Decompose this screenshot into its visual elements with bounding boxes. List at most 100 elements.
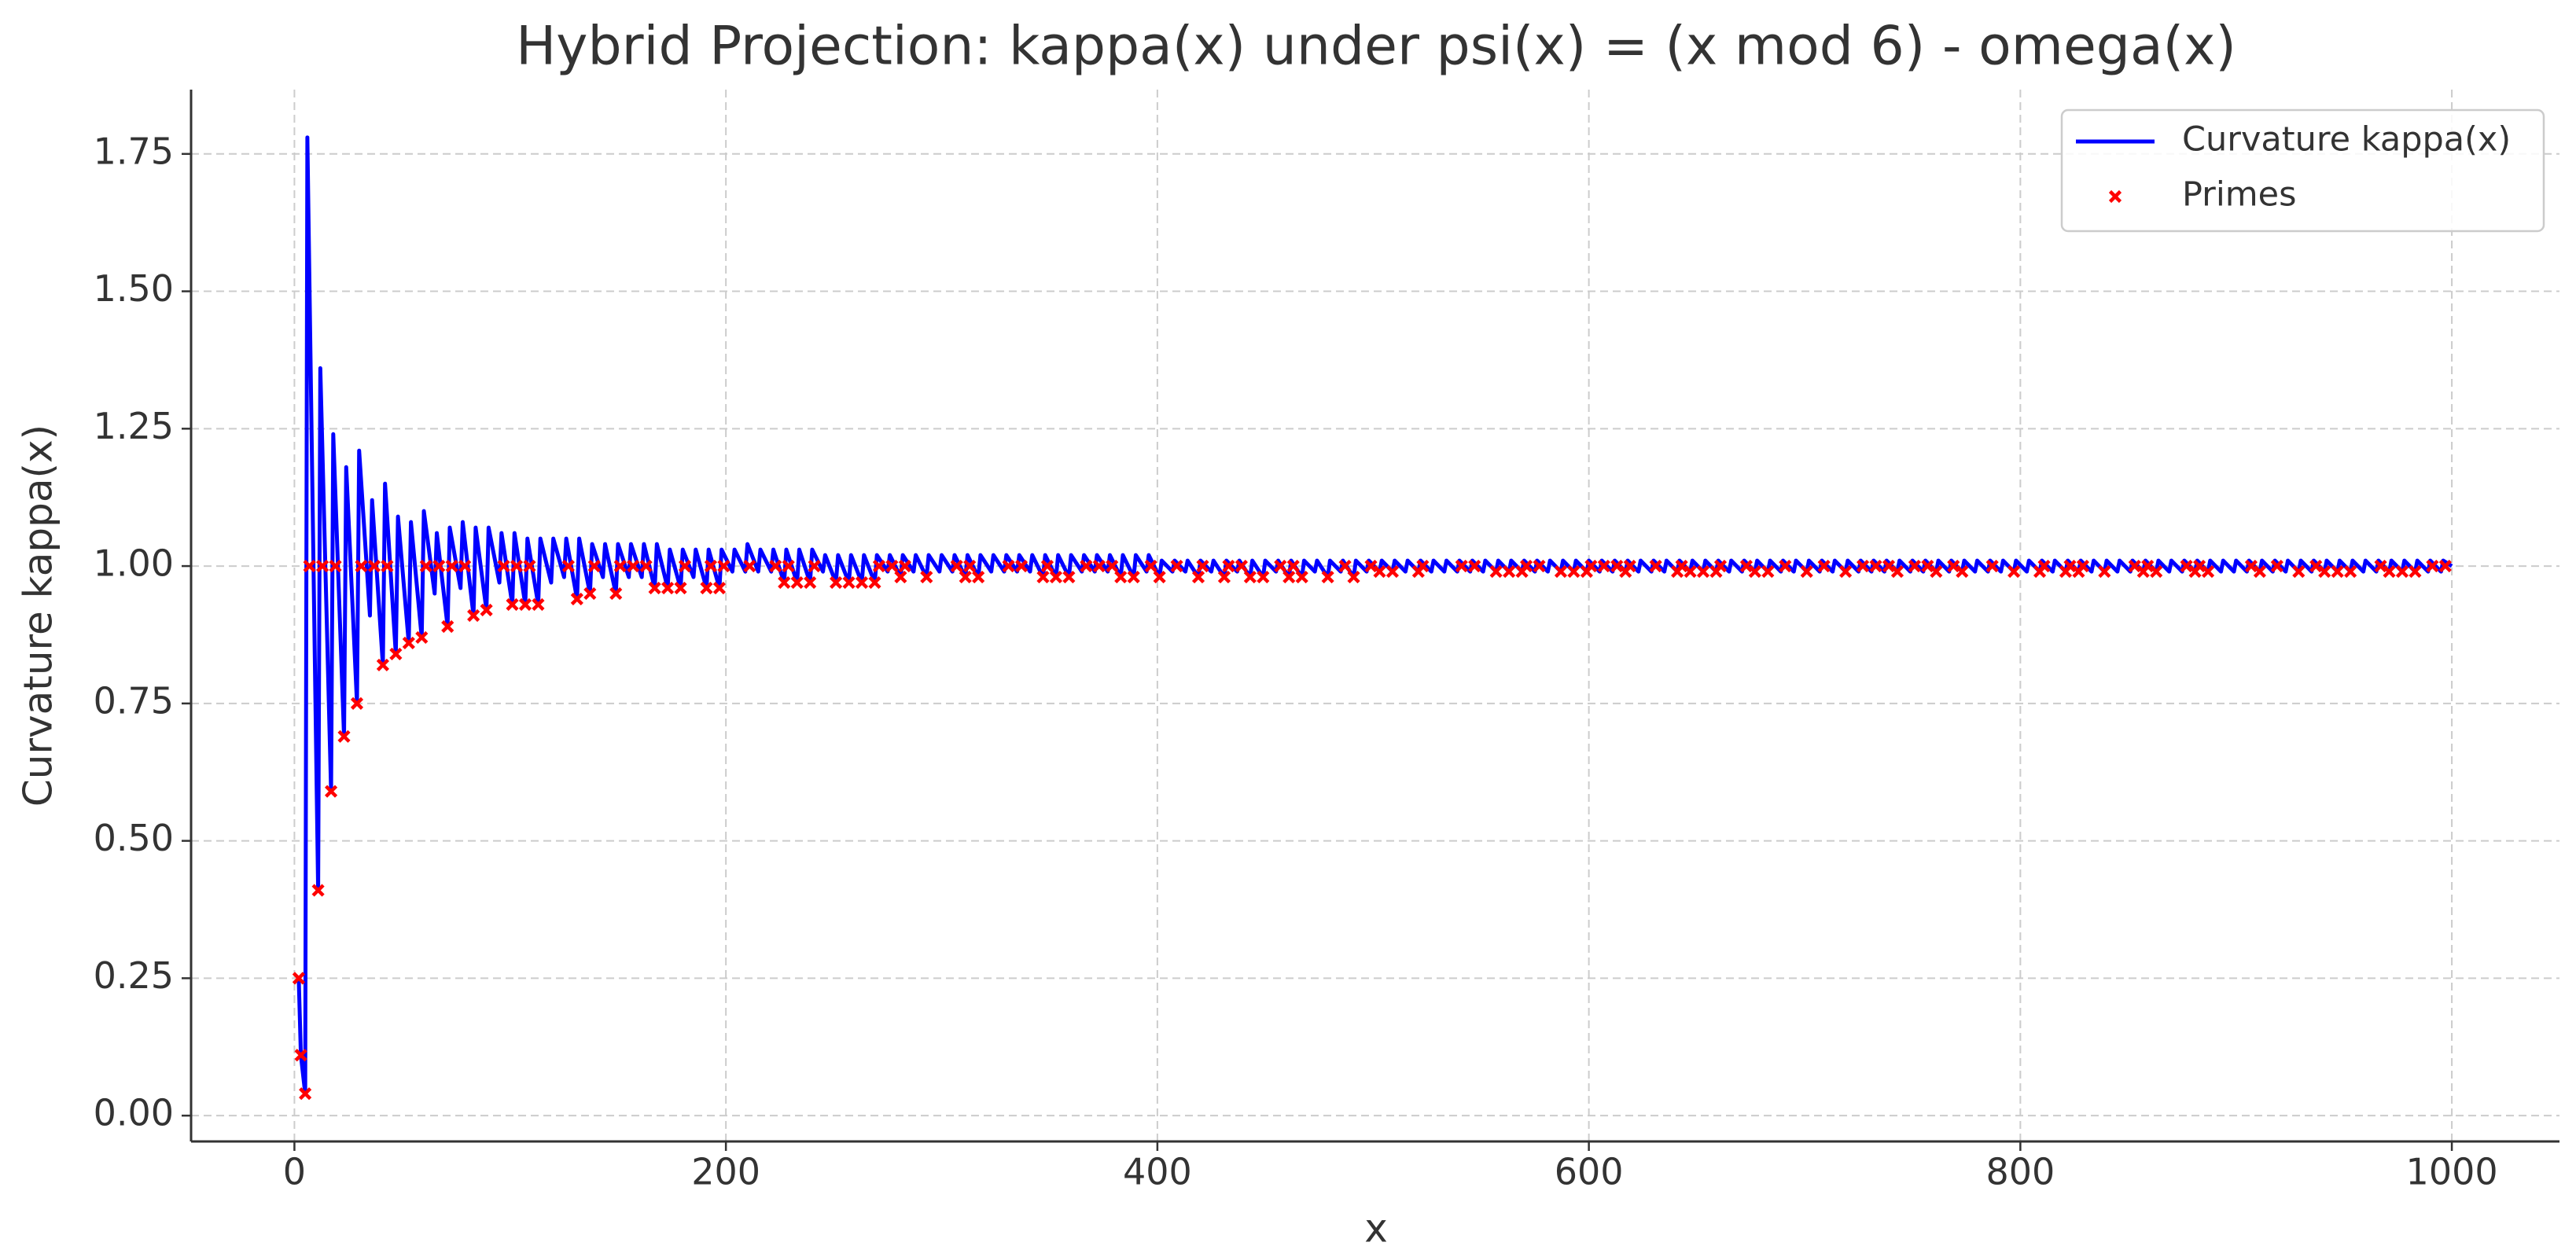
prime-marker [1386,564,1400,579]
prime-marker [648,581,661,595]
prime-marker [1127,570,1140,584]
prime-marker [329,559,342,573]
prime-marker [1908,559,1922,573]
prime-marker [570,592,583,606]
prime-marker [829,575,843,590]
prime-marker [1675,559,1688,573]
prime-marker [1321,570,1334,584]
prime-marker [661,581,675,595]
prime-marker [1623,559,1636,573]
prime-marker [2128,559,2141,573]
prime-marker [355,559,368,573]
prime-marker [1416,559,1430,573]
prime-marker [2409,564,2422,579]
prime-marker [700,581,713,595]
prime-marker [1567,564,1581,579]
x-tick-label: 400 [1123,1151,1192,1193]
prime-marker [510,559,524,573]
prime-marker [1295,570,1308,584]
prime-marker [2438,559,2452,573]
prime-marker [674,581,687,595]
prime-marker [2192,559,2206,573]
y-tick-label: 0.50 [94,817,174,859]
prime-marker [1144,559,1157,573]
prime-marker [1947,559,1960,573]
prime-marker [1364,559,1378,573]
prime-marker [1713,559,1728,573]
legend-label: Primes [2182,175,2297,215]
prime-marker [2292,564,2306,579]
prime-marker [583,586,597,601]
prime-marker [2270,559,2283,573]
prime-marker [2395,564,2409,579]
prime-marker [432,559,446,573]
prime-marker [1930,564,1943,579]
prime-marker [1817,559,1831,573]
prime-marker [1036,570,1050,584]
prime-marker [1503,564,1516,579]
prime-marker [1286,559,1300,573]
prime-marker [790,575,804,590]
prime-marker [1882,559,1896,573]
prime-marker [2383,564,2396,579]
legend-label: Curvature kappa(x) [2182,120,2511,160]
prime-marker [808,559,821,573]
prime-marker [1519,559,1533,573]
prime-marker [1106,559,1119,573]
prime-marker [467,608,480,623]
prime-marker [497,559,510,573]
prime-marker [2201,564,2215,579]
x-axis-label: x [1364,1206,1388,1246]
x-tick-label: 800 [1985,1151,2055,1193]
prime-marker [2331,564,2344,579]
prime-marker [337,730,351,743]
prime-marker [782,559,795,573]
prime-marker [1282,570,1296,584]
prime-marker [1040,559,1054,573]
prime-marker [2318,564,2331,579]
prime-marker [804,575,817,590]
prime-marker [959,570,972,584]
prime-marker [950,559,963,573]
prime-marker [518,597,532,612]
prime-marker [704,559,718,573]
prime-marker [506,597,519,612]
prime-marker [441,619,454,634]
prime-marker [2098,564,2111,579]
prime-marker [2037,559,2051,573]
x-tick-label: 600 [1555,1151,1624,1193]
prime-marker [445,559,458,573]
prime-marker [415,630,429,645]
x-tick-label: 200 [691,1151,760,1193]
prime-marker [868,575,881,590]
prime-marker [639,559,653,573]
prime-marker [627,559,640,573]
prime-marker [1649,559,1662,573]
prime-marker [1062,570,1076,584]
y-tick-label: 0.75 [94,679,174,722]
prime-marker [1921,559,1934,573]
prime-marker [1985,559,1999,573]
prime-marker [1222,559,1235,573]
prime-marker [2309,559,2323,573]
prime-marker [2374,559,2387,573]
prime-marker [1856,559,1870,573]
prime-marker [1274,559,1287,573]
prime-marker [1684,564,1697,579]
y-tick-label: 1.75 [94,130,174,172]
legend-marker [2108,189,2122,204]
legend: Curvature kappa(x) Primes [2060,108,2545,233]
prime-marker [894,570,907,584]
prime-marker [381,559,394,573]
y-tick-label: 1.00 [94,542,174,585]
prime-marker [311,884,325,897]
prime-marker [2141,559,2155,573]
prime-marker [898,559,911,573]
prime-marker [1217,570,1231,584]
prime-marker [1153,570,1166,584]
prime-marker [2344,564,2357,579]
prime-marker [678,559,692,573]
prime-marker [1696,564,1710,579]
prime-marker [1584,559,1598,573]
prime-marker [294,1049,307,1062]
